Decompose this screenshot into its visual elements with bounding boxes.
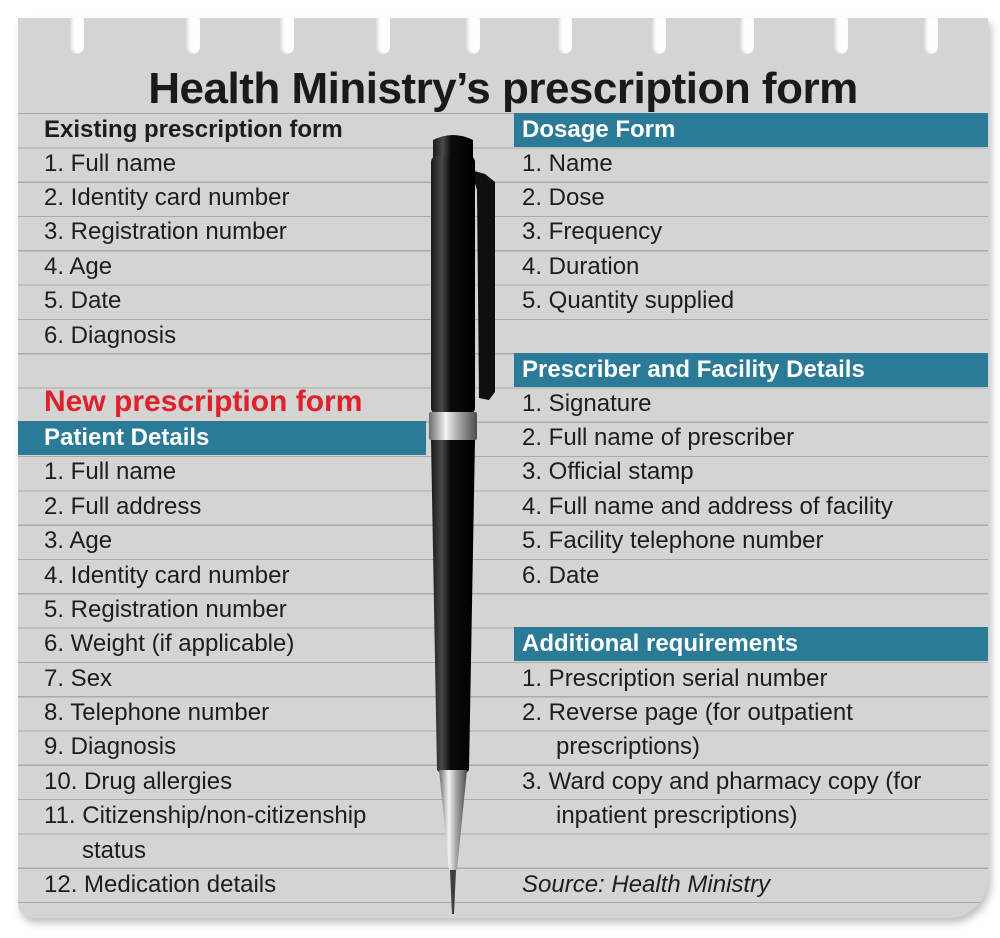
list-item: 3. Official stamp	[522, 458, 694, 485]
list-item: 6. Weight (if applicable)	[44, 630, 295, 657]
list-item: 6. Date	[522, 562, 600, 589]
list-item: 3. Age	[44, 527, 113, 554]
list-item-continuation: status	[82, 837, 147, 864]
list-item: 1. Name	[522, 150, 613, 177]
notepad-card: Health Ministry’s prescription form Exis…	[18, 18, 988, 918]
list-item: 4. Age	[44, 253, 113, 280]
dosage-form-header: Dosage Form	[514, 113, 988, 147]
binding-ring	[186, 18, 200, 54]
list-item: 2. Reverse page (for outpatient	[522, 699, 853, 726]
binding-ring	[740, 18, 754, 54]
list-item: 3. Frequency	[522, 218, 663, 245]
list-item: 5. Date	[44, 287, 122, 314]
list-item-continuation: prescriptions)	[556, 733, 701, 760]
list-item: 11. Citizenship/non-citizenship	[44, 802, 367, 829]
existing-form-heading: Existing prescription form	[44, 116, 343, 143]
prescriber-details-header: Prescriber and Facility Details	[514, 353, 988, 387]
list-item: 6. Diagnosis	[44, 322, 177, 349]
binding-ring	[280, 18, 294, 54]
source-note: Source: Health Ministry	[522, 871, 771, 898]
list-item: 12. Medication details	[44, 871, 277, 898]
list-item: 7. Sex	[44, 665, 113, 692]
binding-ring	[652, 18, 666, 54]
list-item: 4. Identity card number	[44, 562, 290, 589]
patient-details-header: Patient Details	[18, 421, 426, 455]
additional-requirements-header: Additional requirements	[514, 627, 988, 661]
ruled-lines	[18, 113, 988, 903]
list-item: 2. Dose	[522, 184, 605, 211]
list-item: 2. Identity card number	[44, 184, 290, 211]
list-item: 3. Ward copy and pharmacy copy (for	[522, 768, 922, 795]
list-item: 1. Full name	[44, 458, 177, 485]
list-item: 5. Quantity supplied	[522, 287, 735, 314]
page-title: Health Ministry’s prescription form	[148, 64, 858, 113]
binding-ring	[924, 18, 938, 54]
list-item: 5. Registration number	[44, 596, 287, 623]
new-form-heading: New prescription form	[44, 385, 363, 418]
list-item: 4. Full name and address of facility	[522, 493, 893, 520]
list-item: 3. Registration number	[44, 218, 287, 245]
binding-ring	[834, 18, 848, 54]
list-item: 2. Full name of prescriber	[522, 424, 795, 451]
list-item: 1. Full name	[44, 150, 177, 177]
list-item: 10. Drug allergies	[44, 768, 233, 795]
list-item: 8. Telephone number	[44, 699, 270, 726]
pen-icon	[429, 135, 495, 914]
list-item: 1. Prescription serial number	[522, 665, 828, 692]
list-item-continuation: inpatient prescriptions)	[556, 802, 798, 829]
binding-ring	[466, 18, 480, 54]
binding-ring	[558, 18, 572, 54]
list-item: 4. Duration	[522, 253, 640, 280]
binding-ring	[376, 18, 390, 54]
list-item: 5. Facility telephone number	[522, 527, 824, 554]
list-item: 9. Diagnosis	[44, 733, 177, 760]
list-item: 2. Full address	[44, 493, 202, 520]
list-item: 1. Signature	[522, 390, 652, 417]
binding-ring	[70, 18, 84, 54]
